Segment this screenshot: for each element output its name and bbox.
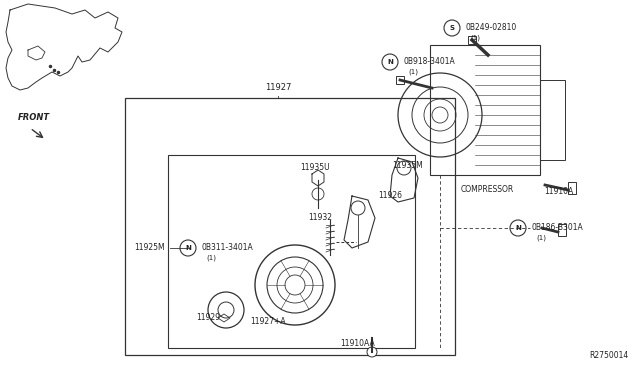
Text: R2750014: R2750014 [589,351,628,360]
Text: 0B311-3401A: 0B311-3401A [202,244,253,253]
Bar [125,98,455,355]
Text: 11935U: 11935U [300,164,330,173]
Text: 11910AA: 11910AA [340,340,376,349]
Text: 11927+A: 11927+A [250,317,286,327]
Text: FRONT: FRONT [18,113,50,122]
Text: N: N [387,59,393,65]
Text: 11926: 11926 [378,192,402,201]
Text: (1): (1) [206,255,216,261]
Circle shape [367,347,377,357]
Polygon shape [568,182,576,194]
Text: 0B186-B301A: 0B186-B301A [532,224,584,232]
Text: N: N [515,225,521,231]
Text: COMPRESSOR: COMPRESSOR [460,185,514,194]
Polygon shape [396,76,404,84]
Circle shape [444,20,460,36]
Circle shape [382,54,398,70]
Bar [430,45,540,175]
Text: N: N [185,245,191,251]
Text: (1): (1) [470,35,480,41]
Text: 11932: 11932 [308,214,332,222]
Circle shape [510,220,526,236]
Text: 11929: 11929 [196,314,220,323]
Text: 11925M: 11925M [134,244,164,253]
Text: 0B249-02810: 0B249-02810 [466,23,517,32]
Text: 11910A: 11910A [544,187,573,196]
Text: 11927: 11927 [265,83,291,92]
Text: (1): (1) [408,69,418,75]
Text: S: S [449,25,454,31]
Polygon shape [558,224,566,236]
Polygon shape [468,36,476,44]
Bar [540,80,565,160]
Text: 11935M: 11935M [392,160,423,170]
Text: (1): (1) [536,235,546,241]
Text: 0B918-3401A: 0B918-3401A [404,58,456,67]
Bar [168,155,415,348]
Circle shape [180,240,196,256]
